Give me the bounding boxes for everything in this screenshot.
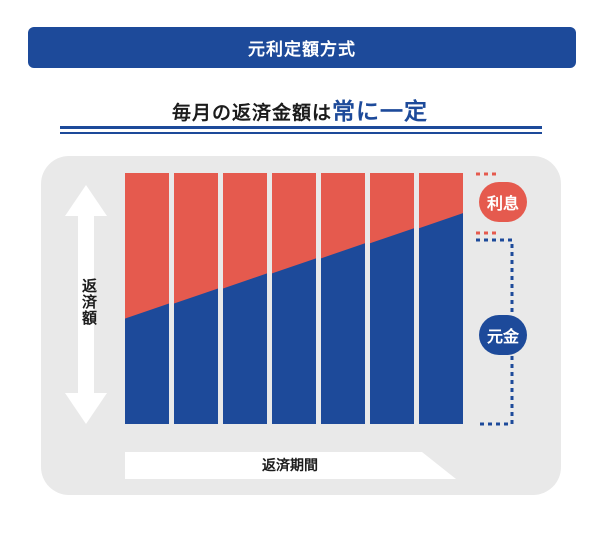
principal-badge: 元金 [479, 315, 527, 355]
principal-bar-1 [125, 303, 169, 424]
principal-bar-7 [419, 213, 463, 424]
x-axis-arrow [125, 452, 456, 479]
y-axis-arrow [65, 185, 107, 424]
principal-bar-4 [272, 258, 316, 424]
principal-bar-6 [370, 228, 414, 424]
y-axis-label: 返済額 [80, 278, 98, 326]
subtitle: 毎月の返済金額は常に一定 [0, 92, 600, 126]
principal-bar-3 [223, 273, 267, 424]
principal-bar-5 [321, 243, 365, 424]
principal-label: 元金 [486, 327, 519, 346]
subtitle-prefix: 毎月の返済金額は [171, 102, 332, 124]
title-banner: 元利定額方式 [28, 27, 576, 68]
interest-label: 利息 [486, 194, 519, 213]
page-title: 元利定額方式 [248, 40, 356, 60]
subtitle-rule-top [60, 126, 542, 129]
principal-bar-2 [174, 288, 218, 424]
interest-badge: 利息 [479, 182, 527, 222]
subtitle-rule-bottom [60, 132, 542, 134]
subtitle-emphasis: 常に一定 [332, 99, 428, 125]
x-axis-label: 返済期間 [262, 458, 318, 474]
